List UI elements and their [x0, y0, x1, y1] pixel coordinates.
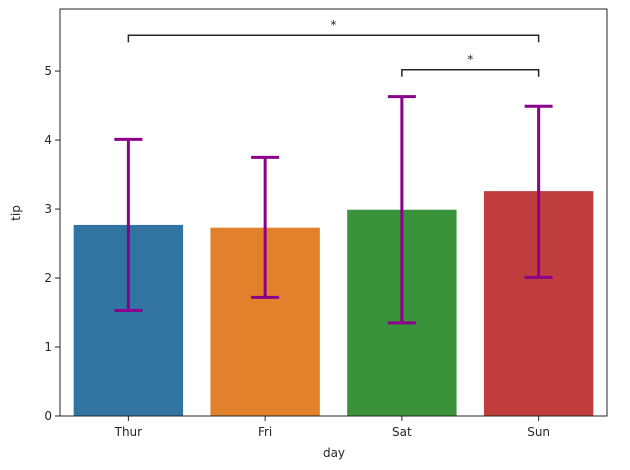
y-axis-label: tip — [9, 205, 23, 221]
y-tick-label-0: 0 — [44, 409, 52, 423]
x-tick-label-fri: Fri — [258, 425, 272, 439]
x-tick-label-thur: Thur — [114, 425, 143, 439]
y-tick-label-3: 3 — [44, 202, 52, 216]
y-tick-label-1: 1 — [44, 340, 52, 354]
x-tick-label-sun: Sun — [527, 425, 550, 439]
plot-area: * * 0 1 2 3 4 5 Thur Fri Sat Sun — [44, 8, 608, 439]
x-tick-label-sat: Sat — [392, 425, 412, 439]
significance-bracket-1 — [401, 68, 540, 77]
axes-frame — [59, 8, 608, 417]
y-tick-label-4: 4 — [44, 133, 52, 147]
y-tick-label-2: 2 — [44, 271, 52, 285]
significance-label-2: * — [331, 18, 337, 32]
x-axis-label: day — [323, 446, 345, 460]
significance-bracket-2 — [127, 34, 540, 43]
significance-label-1: * — [467, 53, 473, 67]
y-tick-label-5: 5 — [44, 64, 52, 78]
